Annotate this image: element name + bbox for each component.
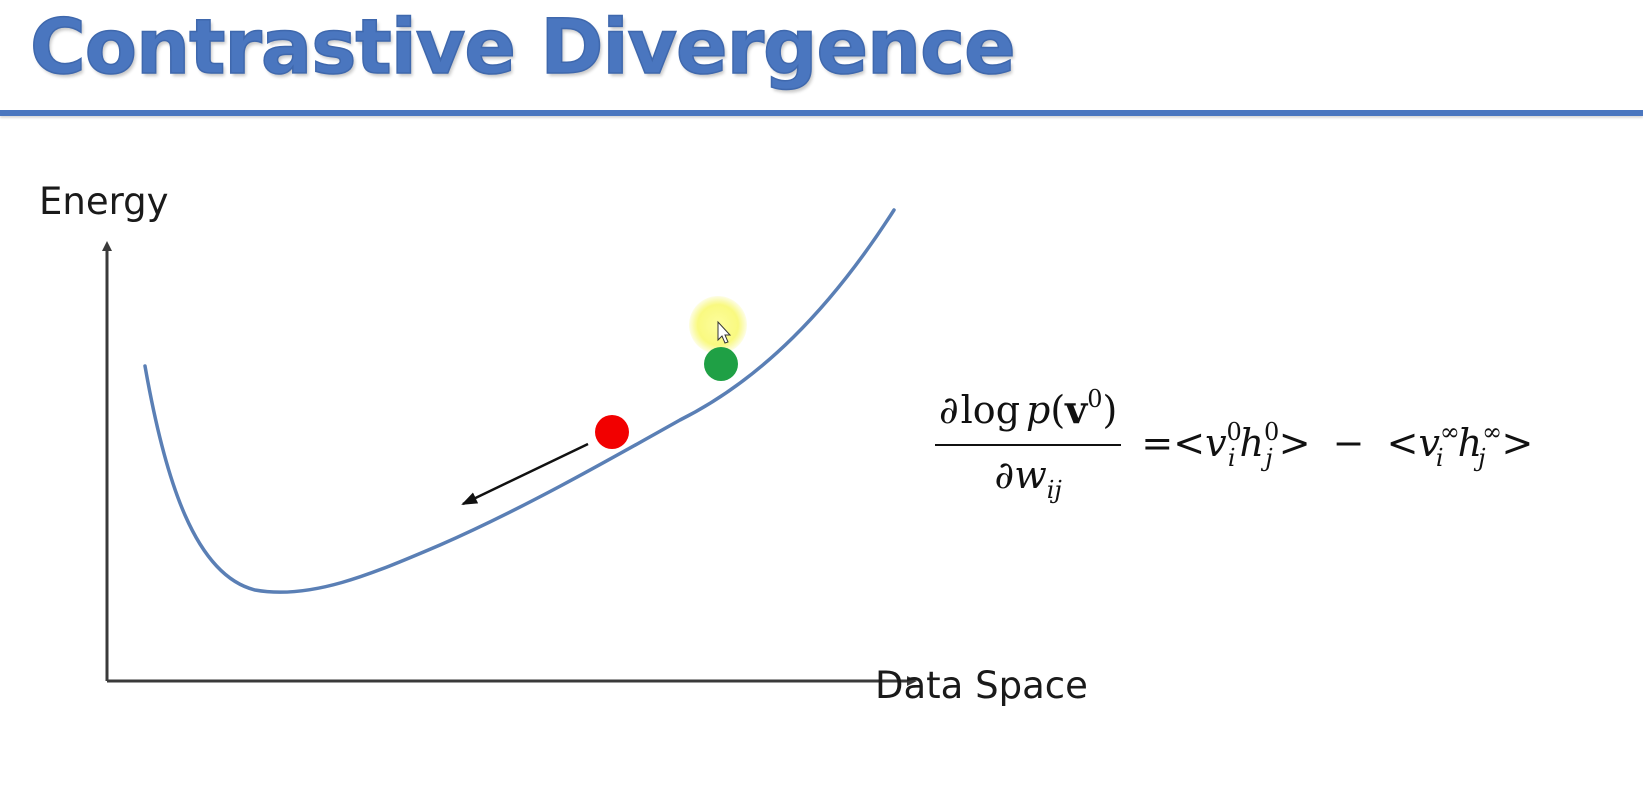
formula-denominator: ∂wij	[994, 453, 1062, 504]
slide-title: Contrastive Divergence	[29, 1, 1016, 92]
red-point	[595, 415, 629, 449]
cd-gradient-formula: ∂log p(v0) ∂wij =<v0i h0j > − <v∞i h∞j >	[935, 385, 1533, 505]
x-axis-label: Data Space	[875, 664, 1088, 707]
energy-curve	[143, 208, 896, 594]
green-point	[704, 347, 738, 381]
fraction-bar	[935, 444, 1122, 446]
descent-arrow	[461, 442, 589, 506]
title-underline	[0, 110, 1643, 116]
formula-rhs: =<v0i h0j > − <v∞i h∞j >	[1141, 418, 1534, 472]
y-axis-label: Energy	[39, 180, 169, 223]
formula-fraction: ∂log p(v0) ∂wij	[935, 385, 1122, 505]
mouse-cursor-icon	[717, 320, 732, 344]
formula-numerator: ∂log p(v0)	[939, 385, 1118, 432]
